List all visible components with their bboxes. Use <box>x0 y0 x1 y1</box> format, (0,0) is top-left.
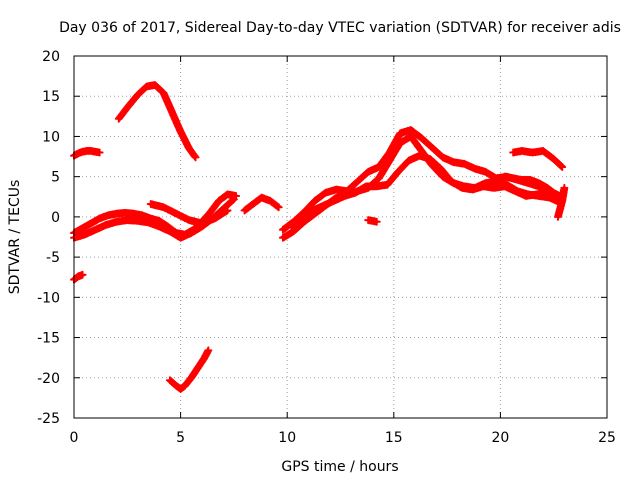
y-tick-label: 5 <box>51 170 60 186</box>
x-tick-label: 10 <box>278 430 296 446</box>
data-point <box>91 221 109 234</box>
data-point <box>240 200 256 215</box>
y-tick-label: -10 <box>37 290 60 306</box>
chart-title: Day 036 of 2017, Sidereal Day-to-day VTE… <box>59 20 621 36</box>
x-tick-label: 25 <box>598 430 616 446</box>
x-tick-label: 0 <box>70 430 79 446</box>
data-point <box>159 89 176 115</box>
series-arc-o <box>553 183 569 221</box>
data-point <box>438 153 457 166</box>
data-point <box>114 104 131 123</box>
data-point <box>229 195 238 204</box>
data-point <box>210 207 231 223</box>
series-arc-c <box>114 80 200 162</box>
y-axis-label: SDTVAR / TECUs <box>7 180 23 295</box>
data-point <box>394 157 412 176</box>
data-point <box>560 183 569 192</box>
y-tick-label: -5 <box>46 250 60 266</box>
y-tick-label: -15 <box>37 331 60 347</box>
series-arc-k <box>287 151 562 231</box>
y-tick-label: 0 <box>51 210 60 226</box>
y-tick-label: -25 <box>37 411 60 427</box>
y-tick-label: 20 <box>42 49 60 65</box>
axis-ticks <box>73 55 608 419</box>
x-tick-label: 5 <box>176 430 185 446</box>
data-point <box>511 187 529 200</box>
series-arc-d <box>165 346 213 394</box>
data-point <box>274 203 283 212</box>
y-tick-label: 10 <box>42 129 60 145</box>
x-tick-labels: 0 5 10 15 20 25 <box>70 430 616 446</box>
data-point <box>133 83 150 99</box>
x-tick-label: 15 <box>385 430 403 446</box>
data-point <box>151 80 167 96</box>
data-point <box>95 148 104 157</box>
data-point <box>204 346 213 355</box>
data-point <box>500 182 518 195</box>
series-arc-m <box>509 146 567 172</box>
data-point <box>558 185 569 205</box>
data-point <box>223 206 232 215</box>
series-arc-g <box>146 200 232 228</box>
series-arc-h <box>240 193 283 215</box>
data-point <box>468 182 486 194</box>
data-point <box>168 108 184 135</box>
data-point <box>191 153 200 162</box>
data-points <box>70 80 569 394</box>
plot-frame <box>73 55 608 419</box>
data-point <box>78 270 87 279</box>
x-tick-label: 20 <box>491 430 509 446</box>
y-tick-labels: 20 15 10 5 0 -5 -10 -15 -20 -25 <box>37 49 60 427</box>
y-tick-label: 15 <box>42 89 60 105</box>
data-point <box>129 209 145 220</box>
data-point <box>159 203 179 217</box>
data-point <box>426 154 444 172</box>
data-point <box>372 217 381 226</box>
y-tick-label: -20 <box>37 371 60 387</box>
series-arc-b <box>70 270 87 284</box>
data-point <box>319 197 337 210</box>
data-point <box>176 229 194 242</box>
series-arc-f <box>70 195 238 242</box>
data-point <box>543 183 559 198</box>
series-arc-l <box>364 216 381 226</box>
grid-lines <box>74 56 607 418</box>
data-point <box>549 154 566 171</box>
series-arc-a <box>70 146 104 160</box>
x-axis-label: GPS time / hours <box>281 459 398 475</box>
data-point <box>558 163 567 172</box>
